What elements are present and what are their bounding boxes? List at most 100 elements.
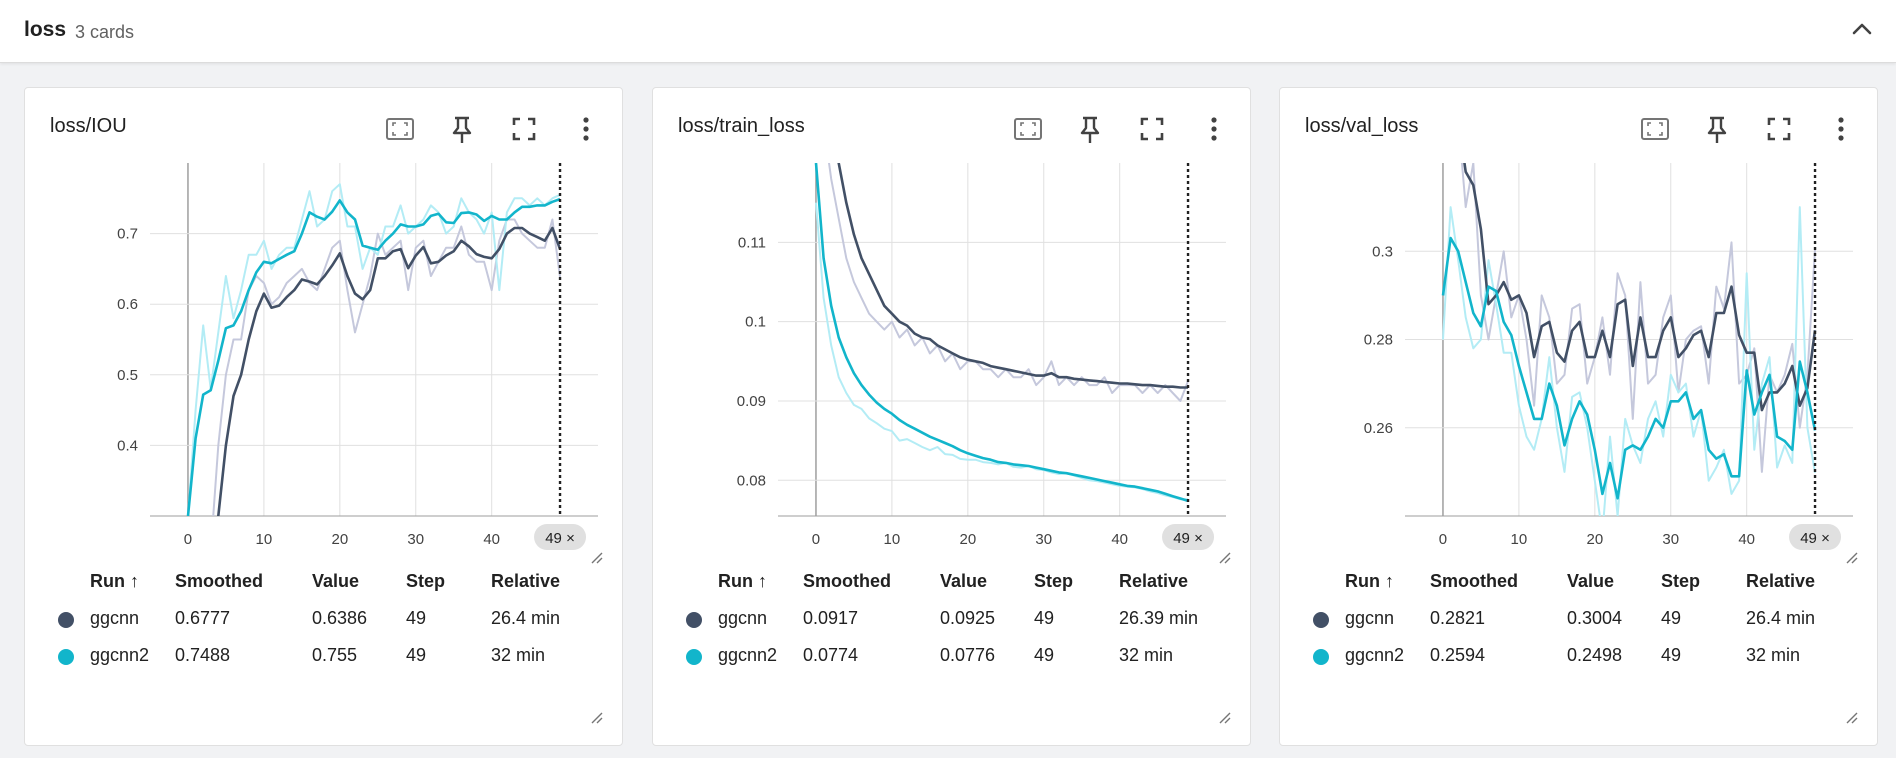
chart-resize-handle[interactable] [1217, 550, 1231, 564]
x-tick-label: 20 [959, 531, 976, 548]
cell-run: ggcnn [90, 608, 140, 628]
x-tick-label: 40 [1738, 531, 1755, 548]
cell-run: ggcnn2 [718, 645, 778, 665]
resize-handle-icon [1219, 712, 1231, 724]
value-header: Value [312, 571, 360, 591]
cell-smoothed: 0.2821 [1430, 608, 1486, 628]
cell-relative: 32 min [1746, 645, 1801, 665]
y-tick-label: 0.11 [738, 234, 766, 251]
cell-run: ggcnn [1345, 608, 1395, 628]
fit-domain-button[interactable] [380, 109, 420, 149]
series-line-ggcnn-smoothed [216, 226, 562, 516]
run-color-swatch [1313, 612, 1329, 628]
smoothed-header: Smoothed [175, 571, 263, 591]
series-line-ggcnn2-raw [815, 202, 1188, 501]
x-tick-label: 0 [184, 531, 192, 548]
line-chart[interactable]: 0.26 0.28 0.3 0 10 20 30 40 49 × [1280, 88, 1877, 558]
fullscreen-button[interactable] [504, 109, 544, 149]
x-tick-label: 10 [884, 531, 901, 548]
y-tick-label: 0.7 [117, 226, 138, 243]
step-badge-label: 49 × [545, 530, 575, 547]
series-line-ggcnn2-smoothed [1441, 236, 1817, 500]
fit-domain-button[interactable] [1008, 109, 1048, 149]
pin-card-button[interactable] [1070, 109, 1110, 149]
pin-icon [452, 116, 472, 143]
smoothed-header: Smoothed [1430, 571, 1518, 591]
y-tick-label: 0.1 [745, 314, 766, 331]
pin-card-button[interactable] [442, 109, 482, 149]
x-tick-label: 30 [1662, 531, 1679, 548]
cell-run: ggcnn [718, 608, 768, 628]
series-line-ggcnn-smoothed [1463, 163, 1817, 412]
y-tick-label: 0.09 [737, 393, 766, 410]
run-color-swatch [686, 649, 702, 665]
more-options-button[interactable] [566, 109, 606, 149]
scalar-card: loss/val_loss 0.26 0.28 0.3 0 10 20 30 40 49 × Run… [1279, 87, 1878, 746]
x-tick-label: 10 [1511, 531, 1528, 548]
cell-value: 0.3004 [1567, 608, 1623, 628]
fullscreen-button[interactable] [1132, 109, 1172, 149]
resize-handle-icon [1219, 552, 1231, 564]
cell-relative: 26.39 min [1119, 608, 1199, 628]
line-chart[interactable]: 0.08 0.09 0.1 0.11 0 10 20 30 40 49 × [653, 88, 1250, 558]
smoothed-header: Smoothed [803, 571, 891, 591]
fullscreen-button[interactable] [1759, 109, 1799, 149]
more-vert-icon [1838, 117, 1844, 141]
table-resize-handle[interactable] [589, 710, 603, 724]
sort-by-run-header[interactable]: Run ↑ [718, 571, 767, 591]
cell-step: 49 [406, 645, 427, 665]
cell-value: 0.0925 [940, 608, 996, 628]
resize-handle-icon [591, 552, 603, 564]
table-resize-handle[interactable] [1844, 710, 1858, 724]
collapse-group-button[interactable] [1842, 10, 1882, 50]
sort-by-run-header[interactable]: Run ↑ [1345, 571, 1394, 591]
fit-to-data-icon [1641, 118, 1669, 140]
cell-value: 0.6386 [312, 608, 368, 628]
cell-smoothed: 0.6777 [175, 608, 231, 628]
series-line-ggcnn2-smoothed [814, 163, 1189, 503]
step-badge[interactable] [534, 524, 587, 550]
series-line-ggcnn-raw [828, 163, 1189, 402]
cell-smoothed: 0.7488 [175, 645, 231, 665]
chart-resize-handle[interactable] [1844, 550, 1858, 564]
cell-step: 49 [406, 608, 427, 628]
scalar-card: loss/IOU 0.4 0.5 0.6 0.7 0 10 20 30 40 49 × Run ↑ Sm… [24, 87, 623, 746]
x-tick-label: 0 [812, 531, 820, 548]
cell-relative: 26.4 min [491, 608, 561, 628]
chart-resize-handle[interactable] [589, 550, 603, 564]
card-title: loss/val_loss [1305, 115, 1419, 137]
line-chart[interactable]: 0.4 0.5 0.6 0.7 0 10 20 30 40 49 × [25, 88, 622, 558]
more-vert-icon [1211, 117, 1217, 141]
x-tick-label: 40 [483, 531, 500, 548]
x-tick-label: 20 [1586, 531, 1603, 548]
y-tick-label: 0.4 [117, 437, 138, 454]
run-color-swatch [58, 612, 74, 628]
more-options-button[interactable] [1821, 109, 1861, 149]
x-tick-label: 30 [407, 531, 424, 548]
relative-header: Relative [491, 571, 561, 591]
cell-run: ggcnn2 [90, 645, 150, 665]
pin-icon [1707, 116, 1727, 143]
fit-to-data-icon [1014, 118, 1042, 140]
group-card-count: 3 cards [75, 22, 135, 42]
chevron-up-icon [1852, 23, 1872, 35]
card-group-header[interactable]: loss 3 cards [0, 0, 1896, 63]
cell-relative: 32 min [491, 645, 546, 665]
value-header: Value [1567, 571, 1615, 591]
more-options-button[interactable] [1194, 109, 1234, 149]
pin-card-button[interactable] [1697, 109, 1737, 149]
run-color-swatch [686, 612, 702, 628]
table-resize-handle[interactable] [1217, 710, 1231, 724]
cell-step: 49 [1661, 645, 1682, 665]
cell-step: 49 [1034, 608, 1055, 628]
cell-value: 0.755 [312, 645, 358, 665]
x-tick-label: 40 [1111, 531, 1128, 548]
sort-by-run-header[interactable]: Run ↑ [90, 571, 139, 591]
resize-handle-icon [1846, 712, 1858, 724]
fit-domain-button[interactable] [1635, 109, 1675, 149]
run-color-swatch [58, 649, 74, 665]
y-tick-label: 0.6 [117, 296, 138, 313]
cell-smoothed: 0.0917 [803, 608, 859, 628]
step-badge[interactable] [1789, 524, 1842, 550]
step-badge[interactable] [1162, 524, 1215, 550]
